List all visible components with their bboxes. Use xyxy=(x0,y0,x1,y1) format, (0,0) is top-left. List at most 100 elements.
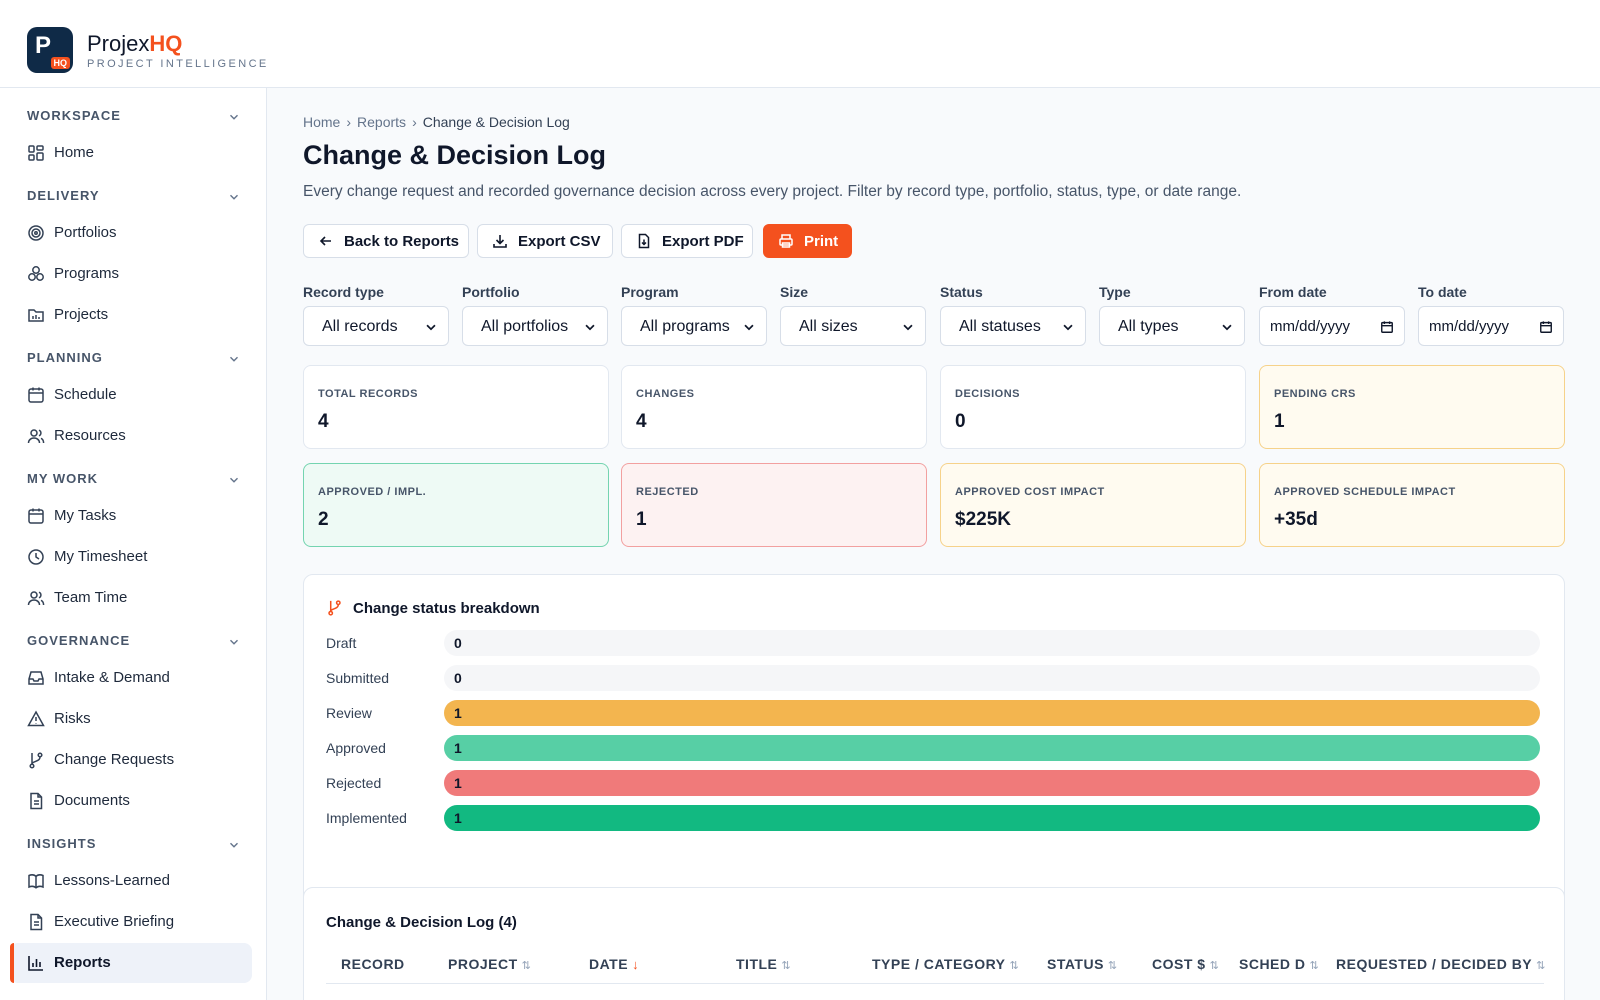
sidebar-item-label: Change Requests xyxy=(54,751,175,768)
filter-portfolio-label: Portfolio xyxy=(462,284,520,300)
export-csv-button[interactable]: Export CSV xyxy=(477,224,613,258)
sidebar-item-label: My Tasks xyxy=(54,507,117,524)
logo-letter: P xyxy=(35,32,52,59)
sidebar-item-portfolios[interactable]: Portfolios xyxy=(10,213,252,253)
sidebar-item-risks[interactable]: Risks xyxy=(10,699,252,739)
sidebar-item-schedule[interactable]: Schedule xyxy=(10,375,252,415)
breakdown-label: Review xyxy=(326,705,372,721)
breakdown-row-draft: Draft 0 xyxy=(326,630,1544,656)
sidebar-item-team-time[interactable]: Team Time xyxy=(10,578,252,618)
print-button[interactable]: Print xyxy=(763,224,852,258)
filter-program-label: Program xyxy=(621,284,679,300)
breadcrumb-home[interactable]: Home xyxy=(303,114,341,130)
breakdown-label: Submitted xyxy=(326,670,390,686)
section-workspace[interactable]: WORKSPACE xyxy=(27,108,241,132)
back-to-reports-button[interactable]: Back to Reports xyxy=(303,224,469,258)
sidebar-item-documents[interactable]: Documents xyxy=(10,781,252,821)
to-date-input[interactable]: mm/dd/yyyy xyxy=(1418,306,1564,346)
column-header-by[interactable]: REQUESTED / DECIDED BY ⇅ xyxy=(1336,956,1546,972)
record-type-select[interactable]: All records xyxy=(303,306,449,346)
sidebar-item-resources[interactable]: Resources xyxy=(10,416,252,456)
sidebar-item-reports[interactable]: Reports xyxy=(10,943,252,983)
column-header-sched[interactable]: SCHED D ⇅ xyxy=(1239,956,1320,972)
sidebar-item-projects[interactable]: Projects xyxy=(10,295,252,335)
chevron-down-icon xyxy=(230,477,238,483)
inbox-icon xyxy=(28,671,44,685)
book-icon xyxy=(28,874,44,889)
program-select[interactable]: All programs xyxy=(621,306,767,346)
sidebar-item-home[interactable]: Home xyxy=(10,133,252,173)
breakdown-label: Draft xyxy=(326,635,357,651)
sidebar-item-programs[interactable]: Programs xyxy=(10,254,252,294)
sort-desc-icon: ↓ xyxy=(632,957,640,972)
chevron-down-icon xyxy=(1222,324,1232,331)
sort-icon: ⇅ xyxy=(1309,960,1320,972)
column-header-cost[interactable]: COST $ ⇅ xyxy=(1152,956,1220,972)
section-my-work[interactable]: MY WORK xyxy=(27,471,241,495)
sidebar-item-label: Documents xyxy=(54,792,130,809)
column-header-project[interactable]: PROJECT ⇅ xyxy=(448,956,532,972)
section-insights[interactable]: INSIGHTS xyxy=(27,836,241,860)
section-governance[interactable]: GOVERNANCE xyxy=(27,633,241,657)
filter-from-date-label: From date xyxy=(1259,284,1327,300)
export-pdf-button[interactable]: Export PDF xyxy=(621,224,753,258)
status-select[interactable]: All statuses xyxy=(940,306,1086,346)
sidebar-item-label: Lessons-Learned xyxy=(54,872,170,889)
top-bar: P HQ ProjexHQ PROJECT INTELLIGENCE xyxy=(0,0,1600,88)
sidebar-item-label: Resources xyxy=(54,427,126,444)
column-header-status[interactable]: STATUS ⇅ xyxy=(1047,956,1118,972)
page-title: Change & Decision Log xyxy=(303,140,607,170)
sidebar-item-label: Projects xyxy=(54,306,109,323)
sidebar-item-label: Risks xyxy=(54,710,91,727)
sidebar-item-label: Team Time xyxy=(54,589,128,606)
breakdown-row-review: Review 1 xyxy=(326,700,1544,726)
sidebar-item-executive-briefing[interactable]: Executive Briefing xyxy=(10,902,252,942)
sort-icon: ⇅ xyxy=(1009,960,1020,972)
type-select[interactable]: All types xyxy=(1099,306,1245,346)
breakdown-track: 1 xyxy=(444,735,1540,761)
from-date-input[interactable]: mm/dd/yyyy xyxy=(1259,306,1405,346)
column-header-record[interactable]: RECORD xyxy=(341,956,405,972)
kpi-changes: CHANGES 4 xyxy=(621,365,927,449)
breakdown-bar xyxy=(444,770,1540,796)
column-header-type[interactable]: TYPE / CATEGORY ⇅ xyxy=(872,956,1020,972)
kpi-decisions: DECISIONS 0 xyxy=(940,365,1246,449)
arrow-left-icon xyxy=(319,236,331,246)
breadcrumb-reports[interactable]: Reports xyxy=(357,114,407,130)
section-planning[interactable]: PLANNING xyxy=(27,350,241,374)
sort-icon: ⇅ xyxy=(521,960,532,972)
breakdown-track: 1 xyxy=(444,700,1540,726)
log-title: Change & Decision Log (4) xyxy=(326,914,517,931)
clock-icon xyxy=(28,549,44,565)
portfolio-select[interactable]: All portfolios xyxy=(462,306,608,346)
chevron-down-icon xyxy=(744,324,754,331)
size-select[interactable]: All sizes xyxy=(780,306,926,346)
breadcrumb-current: Change & Decision Log xyxy=(422,114,570,130)
sidebar-item-intake[interactable]: Intake & Demand xyxy=(10,658,252,698)
section-delivery[interactable]: DELIVERY xyxy=(27,188,241,212)
breakdown-value: 1 xyxy=(454,740,462,756)
sidebar-item-change-requests[interactable]: Change Requests xyxy=(10,740,252,780)
chevron-down-icon xyxy=(426,324,436,331)
sidebar-item-lessons-learned[interactable]: Lessons-Learned xyxy=(10,861,252,901)
calendar-icon[interactable] xyxy=(1539,320,1553,334)
sort-icon: ⇅ xyxy=(1209,960,1220,972)
breakdown-value: 1 xyxy=(454,775,462,791)
calendar-icon[interactable] xyxy=(1380,320,1394,334)
sort-icon: ⇅ xyxy=(781,960,792,972)
logo[interactable]: P HQ xyxy=(27,27,73,73)
sidebar-item-label: Intake & Demand xyxy=(54,669,170,686)
chevron-down-icon xyxy=(1063,324,1073,331)
chevron-right-icon: › xyxy=(346,114,352,130)
sidebar-item-my-tasks[interactable]: My Tasks xyxy=(10,496,252,536)
users-icon xyxy=(27,429,45,444)
sidebar-item-my-timesheet[interactable]: My Timesheet xyxy=(10,537,252,577)
logo-badge: HQ xyxy=(50,57,70,69)
column-header-title[interactable]: TITLE ⇅ xyxy=(736,956,792,972)
column-header-date[interactable]: DATE ↓ xyxy=(589,956,640,972)
kpi-total-records: TOTAL RECORDS 4 xyxy=(303,365,609,449)
dashboard-icon xyxy=(28,145,44,161)
breakdown-bar xyxy=(444,735,1540,761)
git-branch-icon xyxy=(29,752,43,769)
main-content: Home › Reports › Change & Decision Log Chang… xyxy=(268,88,1600,1000)
